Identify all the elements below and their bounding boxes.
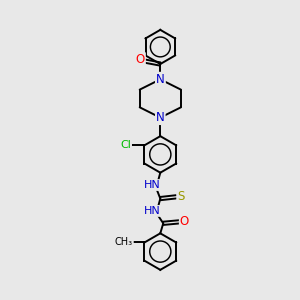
Text: Cl: Cl xyxy=(120,140,131,150)
Text: O: O xyxy=(180,215,189,228)
Text: O: O xyxy=(136,53,145,66)
Text: S: S xyxy=(177,190,184,203)
Text: HN: HN xyxy=(144,206,161,216)
Text: N: N xyxy=(156,111,165,124)
Text: CH₃: CH₃ xyxy=(115,238,133,248)
Text: N: N xyxy=(156,73,165,86)
Text: HN: HN xyxy=(144,180,161,190)
Text: N: N xyxy=(156,73,165,86)
